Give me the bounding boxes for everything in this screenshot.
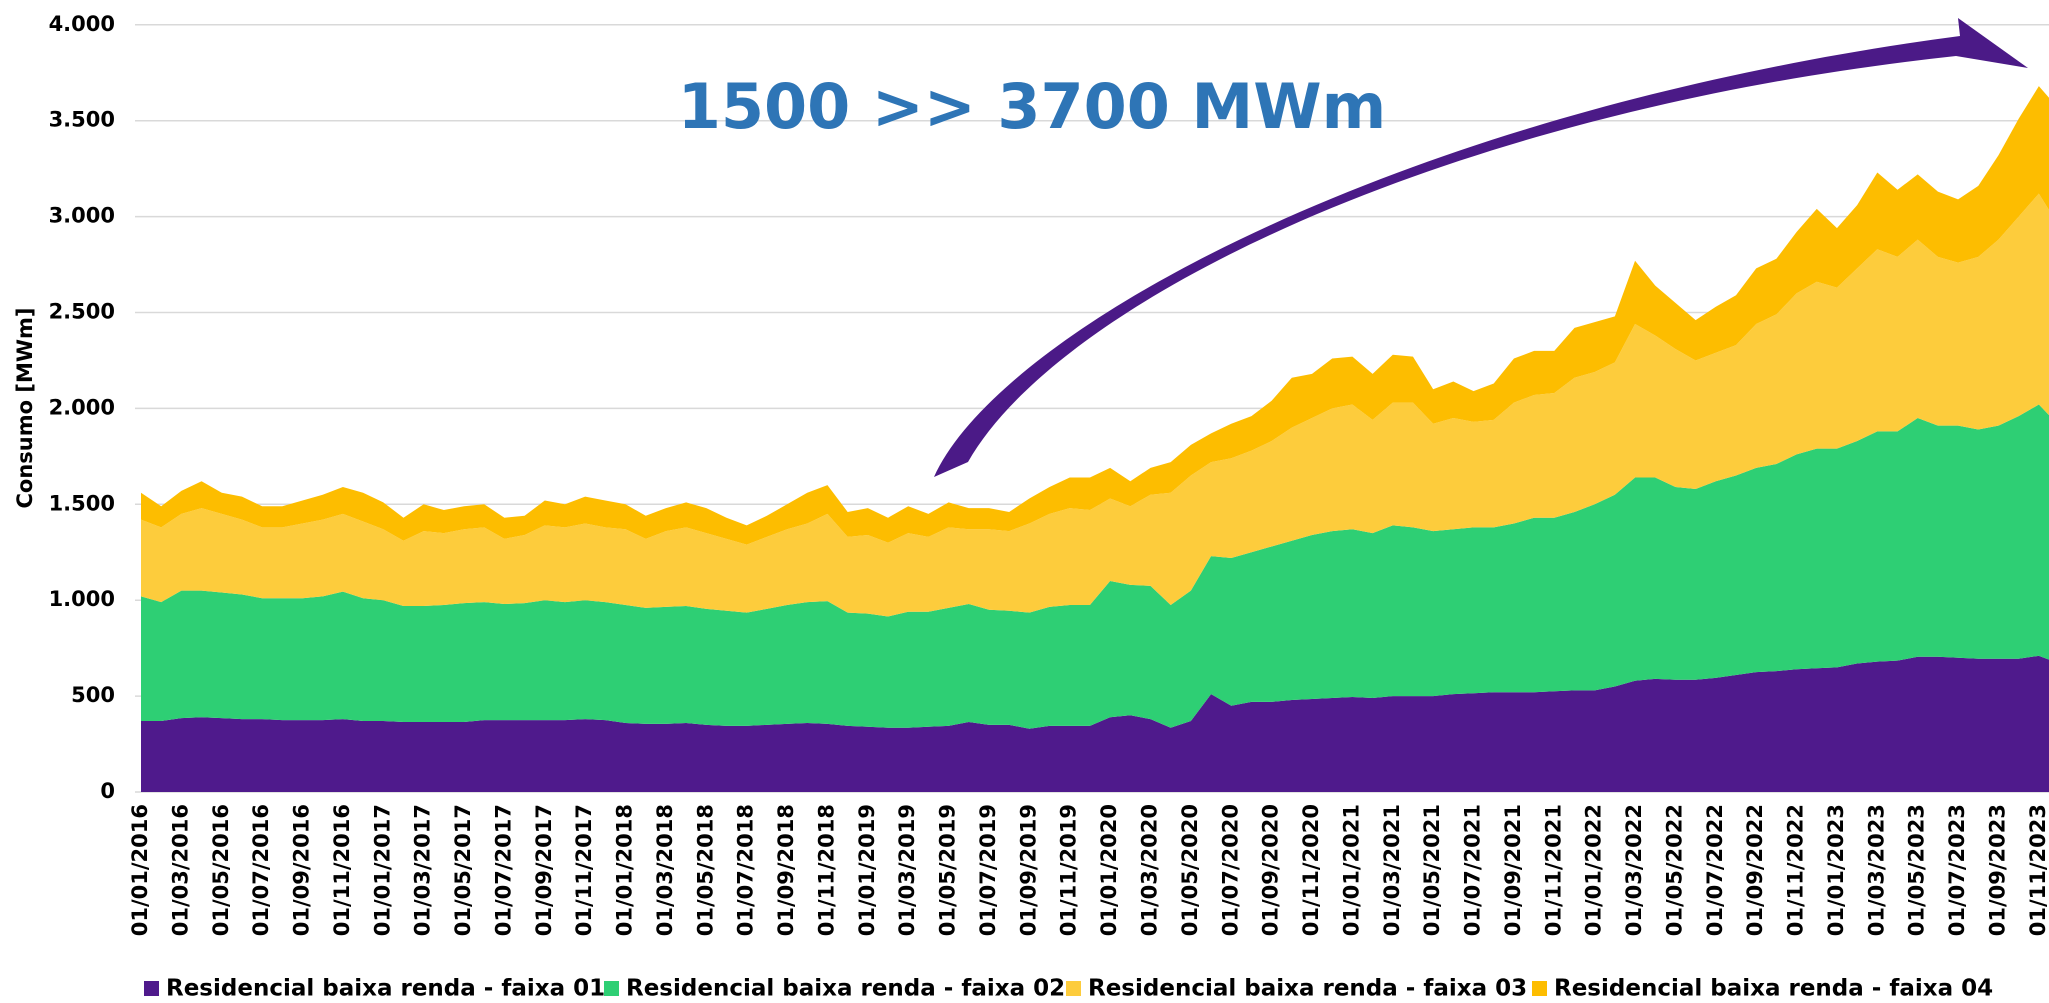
legend-swatch — [1066, 981, 1081, 996]
x-tick-label: 01/03/2023 — [1864, 804, 1888, 936]
x-tick-label: 01/01/2020 — [1097, 804, 1121, 936]
x-tick-label: 01/09/2019 — [1016, 804, 1040, 936]
y-tick-label: 1.500 — [49, 491, 115, 515]
x-tick-label: 01/05/2021 — [1420, 804, 1444, 936]
x-tick-label: 01/05/2018 — [693, 804, 717, 936]
area — [141, 404, 2049, 729]
areas — [141, 86, 2049, 792]
x-tick-label: 01/01/2021 — [1339, 804, 1363, 936]
x-tick-label: 01/11/2019 — [1057, 804, 1081, 936]
x-tick-label: 01/05/2022 — [1662, 804, 1686, 936]
annotation: 1500 >> 3700 MWm — [678, 70, 1386, 143]
x-tick-label: 01/07/2017 — [491, 804, 515, 936]
labels: 0 500 1.000 1.500 2.000 2.500 3.000 3.500 4.000 0… — [49, 12, 2049, 1002]
x-tick-label: 01/05/2016 — [209, 804, 233, 936]
x-tick-label: 01/01/2018 — [613, 804, 637, 936]
x-tick-label: 01/07/2023 — [1945, 804, 1969, 936]
y-tick-label: 2.000 — [49, 395, 115, 419]
x-tick-label: 01/09/2022 — [1743, 804, 1767, 936]
legend-label: Residencial baixa renda - faixa 03 — [1088, 976, 1527, 1002]
x-tick-label: 01/05/2020 — [1178, 804, 1202, 936]
x-tick-label: 01/05/2017 — [451, 804, 475, 936]
legend-label: Residencial baixa renda - faixa 02 — [626, 976, 1065, 1002]
y-tick-label: 1.000 — [49, 587, 115, 611]
x-tick-label: 01/05/2023 — [1905, 804, 1929, 936]
y-tick-label: 4.000 — [49, 12, 115, 36]
x-tick-label: 01/11/2023 — [2026, 804, 2049, 936]
legend-swatch — [144, 981, 159, 996]
legend-swatch — [1532, 981, 1547, 996]
x-tick-label: 01/03/2017 — [411, 804, 435, 936]
x-tick-label: 01/09/2018 — [774, 804, 798, 936]
x-tick-label: 01/09/2016 — [290, 804, 314, 936]
x-tick-label: 01/01/2023 — [1824, 804, 1848, 936]
x-tick-label: 01/03/2018 — [653, 804, 677, 936]
x-tick-label: 01/11/2018 — [814, 804, 838, 936]
x-tick-label: 01/07/2020 — [1218, 804, 1242, 936]
x-tick-label: 01/03/2016 — [168, 804, 192, 936]
x-tick-label: 01/09/2020 — [1259, 804, 1283, 936]
x-tick-label: 01/03/2019 — [895, 804, 919, 936]
y-axis-label: Consumo [MWm] — [13, 308, 37, 509]
x-tick-label: 01/07/2019 — [976, 804, 1000, 936]
y-tick-label: 500 — [71, 683, 115, 707]
x-tick-label: 01/11/2021 — [1541, 804, 1565, 936]
legend-label: Residencial baixa renda - faixa 04 — [1554, 976, 1993, 1002]
x-tick-label: 01/07/2016 — [249, 804, 273, 936]
area — [141, 193, 2049, 617]
x-tick-label: 01/11/2017 — [572, 804, 596, 936]
x-tick-label: 01/03/2022 — [1622, 804, 1646, 936]
x-tick-label: 01/01/2022 — [1582, 804, 1606, 936]
x-tick-label: 01/01/2016 — [128, 804, 152, 936]
x-tick-label: 01/01/2019 — [855, 804, 879, 936]
x-tick-label: 01/03/2020 — [1138, 804, 1162, 936]
y-tick-label: 2.500 — [49, 300, 115, 324]
area — [141, 655, 2049, 792]
x-tick-label: 01/11/2020 — [1299, 804, 1323, 936]
x-tick-label: 01/07/2022 — [1703, 804, 1727, 936]
legend-swatch — [604, 981, 619, 996]
area — [141, 86, 2049, 545]
y-tick-label: 0 — [100, 779, 115, 803]
x-tick-label: 01/07/2018 — [734, 804, 758, 936]
x-tick-label: 01/05/2019 — [936, 804, 960, 936]
x-tick-label: 01/03/2021 — [1380, 804, 1404, 936]
x-tick-label: 01/11/2016 — [330, 804, 354, 936]
x-tick-label: 01/01/2017 — [370, 804, 394, 936]
legend-label: Residencial baixa renda - faixa 01 — [166, 976, 605, 1002]
x-tick-label: 01/09/2023 — [1985, 804, 2009, 936]
y-tick-label: 3.000 — [49, 204, 115, 228]
y-tick-label: 3.500 — [49, 108, 115, 132]
x-tick-label: 01/11/2022 — [1784, 804, 1808, 936]
x-tick-label: 01/07/2021 — [1461, 804, 1485, 936]
x-tick-label: 01/09/2017 — [532, 804, 556, 936]
x-tick-label: 01/09/2021 — [1501, 804, 1525, 936]
